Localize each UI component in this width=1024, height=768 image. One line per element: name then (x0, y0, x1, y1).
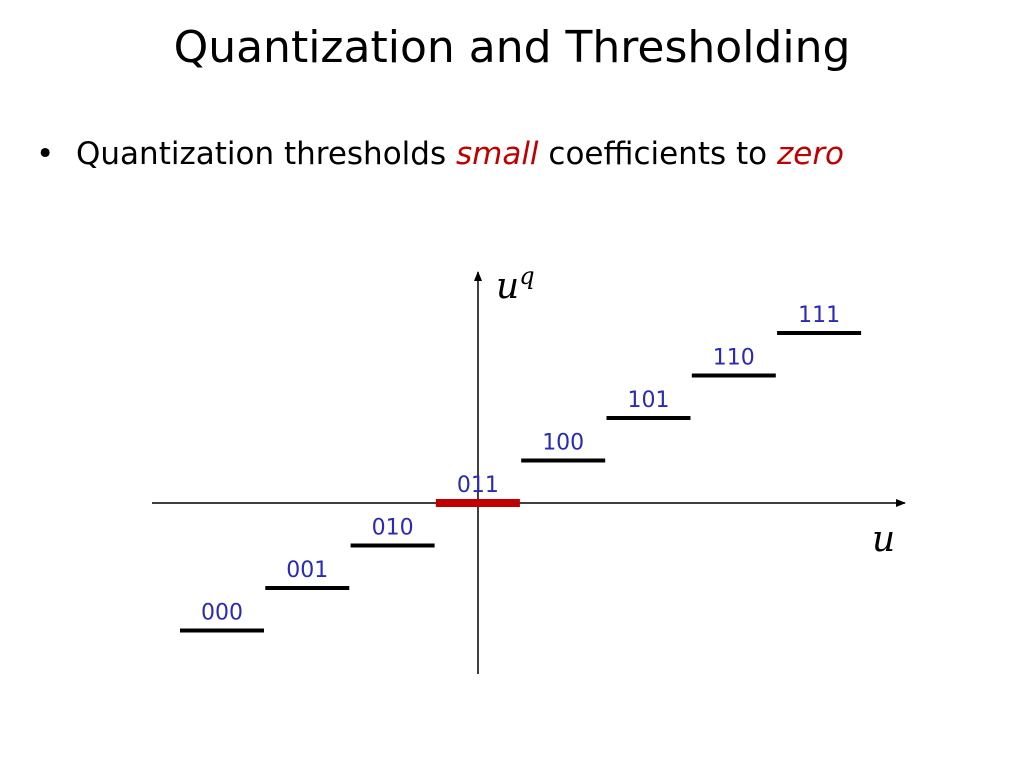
step-code-label: 011 (457, 473, 499, 498)
emphasis-zero: zero (776, 136, 845, 172)
bullet-text-middle: coefficients to (538, 136, 777, 172)
step-code-label: 001 (286, 558, 328, 583)
bullet-text-start: Quantization thresholds (76, 136, 456, 172)
step-code-label: 111 (798, 303, 840, 328)
step-code-label: 101 (628, 388, 670, 413)
quantization-steps: 000 001 010 011 100 101 110 111 (180, 303, 862, 633)
y-axis-label-base: u (496, 266, 519, 307)
x-axis-label: u (872, 519, 895, 560)
bullet-dot-icon: • (36, 136, 55, 172)
emphasis-small: small (455, 136, 539, 172)
step-code-label: 110 (713, 346, 755, 371)
y-axis-label-superscript: q (519, 262, 534, 290)
slide-title: Quantization and Thresholding (173, 22, 851, 73)
bullet-item: • Quantization thresholds small coefficie… (36, 136, 844, 172)
y-axis-label: uq (496, 262, 535, 307)
step-code-label: 010 (372, 516, 414, 541)
step-code-label: 100 (542, 431, 584, 456)
step-code-label: 000 (201, 601, 243, 626)
